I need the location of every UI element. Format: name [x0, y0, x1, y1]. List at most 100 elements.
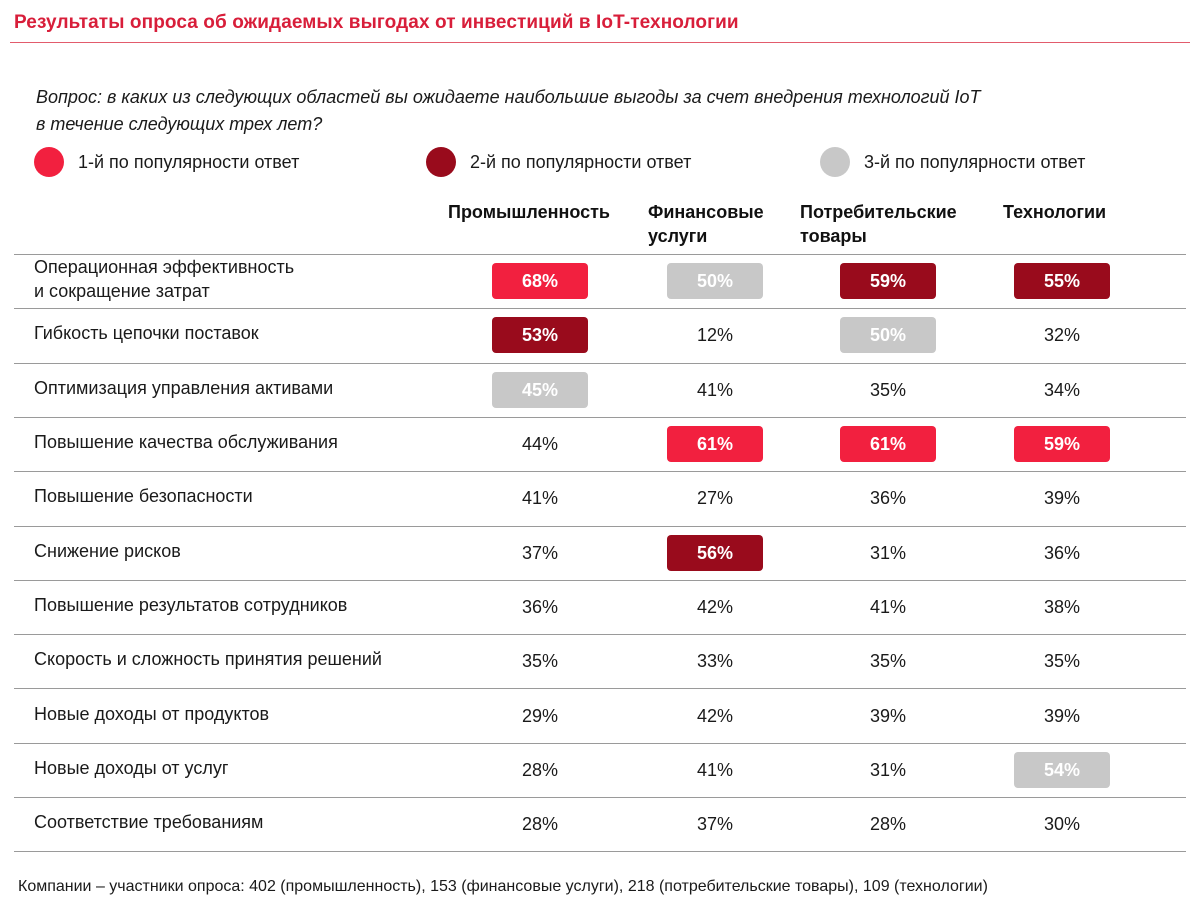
row-label-line: Соответствие требованиям — [34, 812, 264, 832]
value-cell-industry: 41% — [521, 487, 559, 508]
value-cell-technology: 36% — [1043, 542, 1081, 563]
value-cell-financial-services: 61% — [667, 426, 763, 462]
value-cell-consumer-goods: 39% — [869, 705, 907, 726]
title-divider — [10, 42, 1190, 43]
value-cell-financial-services: 42% — [696, 705, 734, 726]
row-label: Повышение качества обслуживания — [34, 430, 338, 454]
table-divider-top — [14, 254, 1186, 255]
row-label-line: Повышение безопасности — [34, 486, 253, 506]
legend-rank-1-label: 1-й по популярности ответ — [78, 151, 300, 172]
column-header-consumer-goods-line-1: Потребительские — [800, 202, 957, 222]
table-row-divider — [14, 471, 1186, 472]
row-label: Новые доходы от продуктов — [34, 702, 269, 726]
table-row-divider — [14, 417, 1186, 418]
row-label-line: Операционная эффективность — [34, 257, 295, 277]
column-header-technology: Технологии — [1003, 200, 1106, 224]
page-title: Результаты опроса об ожидаемых выгодах о… — [14, 12, 739, 33]
value-cell-consumer-goods: 61% — [840, 426, 936, 462]
legend-rank-2-dot-icon — [426, 147, 456, 177]
value-cell-technology: 39% — [1043, 705, 1081, 726]
row-label-line: Оптимизация управления активами — [34, 378, 334, 398]
survey-question: Вопрос: в каких из следующих областей вы… — [36, 84, 1156, 138]
row-label: Новые доходы от услуг — [34, 756, 228, 780]
row-label-line: Новые доходы от продуктов — [34, 704, 270, 724]
row-label-line: Повышение качества обслуживания — [34, 432, 338, 452]
survey-question-line-1: Вопрос: в каких из следующих областей вы… — [36, 87, 981, 107]
column-header-industry-line-1: Промышленность — [448, 202, 610, 222]
row-label: Соответствие требованиям — [34, 810, 263, 834]
row-label-line: Повышение результатов сотрудников — [34, 595, 348, 615]
value-cell-technology: 55% — [1014, 263, 1110, 299]
legend-item-rank-1: 1-й по популярности ответ — [34, 146, 299, 178]
table-row-divider — [14, 634, 1186, 635]
value-cell-financial-services: 56% — [667, 535, 763, 571]
value-cell-technology: 30% — [1043, 813, 1081, 834]
table-row-divider — [14, 743, 1186, 744]
value-cell-industry: 35% — [521, 650, 559, 671]
value-cell-consumer-goods: 50% — [840, 317, 936, 353]
table-row-divider — [14, 851, 1186, 852]
legend-item-rank-3: 3-й по популярности ответ — [820, 146, 1085, 178]
value-cell-financial-services: 37% — [696, 813, 734, 834]
row-label-line: Снижение рисков — [34, 541, 181, 561]
value-cell-technology: 38% — [1043, 596, 1081, 617]
table-row-divider — [14, 688, 1186, 689]
value-cell-financial-services: 27% — [696, 487, 734, 508]
row-label: Повышение результатов сотрудников — [34, 593, 347, 617]
row-label-line: Скорость и сложность принятия решений — [34, 649, 382, 669]
value-cell-industry: 28% — [521, 813, 559, 834]
value-cell-technology: 54% — [1014, 752, 1110, 788]
row-label-line: и сокращение затрат — [34, 281, 210, 301]
value-cell-technology: 32% — [1043, 324, 1081, 345]
table-row-divider — [14, 308, 1186, 309]
column-header-financial-services-line-2: услуги — [648, 226, 708, 246]
value-cell-consumer-goods: 36% — [869, 487, 907, 508]
table-row-divider — [14, 797, 1186, 798]
value-cell-industry: 45% — [492, 372, 588, 408]
value-cell-industry: 44% — [521, 433, 559, 454]
value-cell-consumer-goods: 31% — [869, 759, 907, 780]
value-cell-consumer-goods: 59% — [840, 263, 936, 299]
value-cell-industry: 68% — [492, 263, 588, 299]
value-cell-financial-services: 33% — [696, 650, 734, 671]
legend-rank-3-label: 3-й по популярности ответ — [864, 151, 1086, 172]
value-cell-consumer-goods: 41% — [869, 596, 907, 617]
value-cell-financial-services: 50% — [667, 263, 763, 299]
column-header-financial-services-line-1: Финансовые — [648, 202, 764, 222]
legend-rank-1-dot-icon — [34, 147, 64, 177]
table-row-divider — [14, 526, 1186, 527]
value-cell-consumer-goods: 35% — [869, 379, 907, 400]
row-label: Операционная эффективность и сокращение з… — [34, 255, 294, 303]
value-cell-technology: 39% — [1043, 487, 1081, 508]
value-cell-financial-services: 12% — [696, 324, 734, 345]
value-cell-industry: 37% — [521, 542, 559, 563]
column-header-technology-line-1: Технологии — [1003, 202, 1107, 222]
value-cell-technology: 35% — [1043, 650, 1081, 671]
row-label-line: Гибкость цепочки поставок — [34, 323, 259, 343]
value-cell-consumer-goods: 31% — [869, 542, 907, 563]
column-header-industry: Промышленность — [448, 200, 610, 224]
value-cell-consumer-goods: 35% — [869, 650, 907, 671]
value-cell-financial-services: 41% — [696, 379, 734, 400]
legend-rank-3-dot-icon — [820, 147, 850, 177]
legend-rank-2-label: 2-й по популярности ответ — [470, 151, 692, 172]
value-cell-financial-services: 41% — [696, 759, 734, 780]
survey-question-line-2: в течение следующих трех лет? — [36, 114, 323, 134]
row-label: Снижение рисков — [34, 539, 181, 563]
row-label: Повышение безопасности — [34, 484, 253, 508]
value-cell-industry: 29% — [521, 705, 559, 726]
value-cell-industry: 53% — [492, 317, 588, 353]
survey-footnote: Компании – участники опроса: 402 (промыш… — [18, 878, 988, 895]
value-cell-technology: 34% — [1043, 379, 1081, 400]
value-cell-consumer-goods: 28% — [869, 813, 907, 834]
column-header-financial-services: Финансовые услуги — [648, 200, 764, 248]
row-label: Скорость и сложность принятия решений — [34, 647, 382, 671]
table-row-divider — [14, 580, 1186, 581]
value-cell-industry: 36% — [521, 596, 559, 617]
row-label: Гибкость цепочки поставок — [34, 321, 259, 345]
row-label: Оптимизация управления активами — [34, 376, 333, 400]
column-header-consumer-goods: Потребительские товары — [800, 200, 957, 248]
value-cell-industry: 28% — [521, 759, 559, 780]
value-cell-technology: 59% — [1014, 426, 1110, 462]
table-row-divider — [14, 363, 1186, 364]
